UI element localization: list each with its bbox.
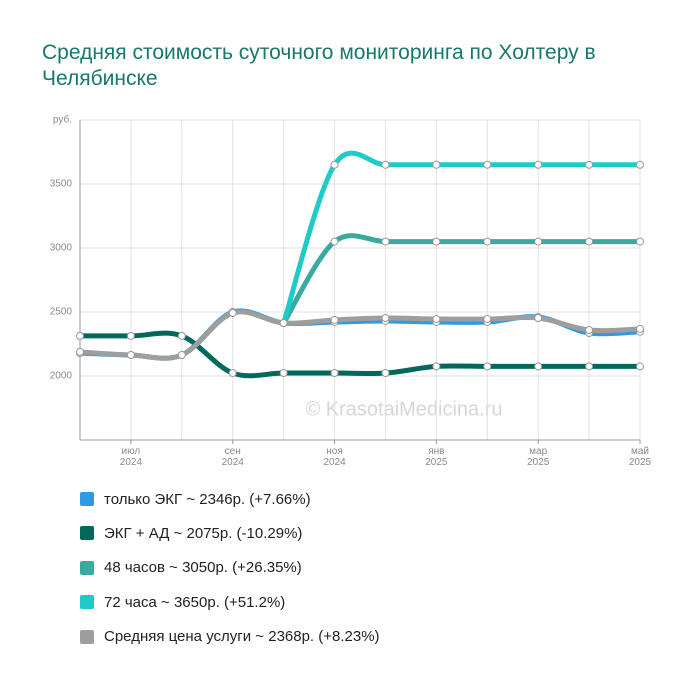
legend-swatch [80,526,94,541]
point [126,351,135,360]
grid [79,119,641,440]
legend-swatch [80,492,94,506]
point [483,315,492,324]
point [279,369,288,378]
legend-label: 48 часов ~ 3050р. (+26.35%) [104,559,302,577]
point [228,369,237,378]
point [483,160,492,169]
watermark: © KrasotaiMedicina.ru [305,398,502,420]
legend-item: только ЭКГ ~ 2346р. (+7.66%) [80,489,311,509]
point [534,160,543,169]
point [483,362,492,371]
point [585,362,594,371]
point [636,324,644,333]
point [636,362,644,371]
point [534,362,543,371]
y-tick-label: 2500 [50,307,73,318]
point [432,237,441,246]
x-tick-label: ноя 2024 [323,446,346,468]
series-line [77,330,643,379]
legend-label: ЭКГ + АД ~ 2075р. (-10.29%) [104,524,303,542]
point [76,347,84,356]
y-tick-label: 2000 [50,371,73,382]
point [177,351,186,360]
y-tick-label: 3500 [50,179,73,190]
x-tick-label: янв 2025 [425,446,448,468]
x-tick-label: май 2025 [628,446,652,468]
legend-swatch [80,629,94,644]
point [76,331,84,340]
legend-swatch [80,595,94,610]
legend-label: Средняя цена услуги ~ 2368р. (+8.23%) [104,628,380,646]
y-axis-label: руб. [53,114,72,126]
point [381,237,390,246]
x-tick-label: июл 2024 [119,446,143,468]
x-tick-label: мар 2025 [527,446,550,468]
point [381,160,390,169]
legend-item: 72 часа ~ 3650р. (+51.2%) [80,592,285,612]
point [432,315,441,324]
point [585,237,594,246]
series-line [281,150,643,326]
point [432,362,441,371]
point [381,369,390,378]
legend-item: 48 часов ~ 3050р. (+26.35%) [80,558,302,578]
point [330,160,339,169]
point [585,326,594,335]
point [534,237,543,246]
point [432,160,441,169]
point [126,331,135,340]
x-tick-label: сен 2024 [221,446,244,468]
point [534,314,543,323]
legend-item: ЭКГ + АД ~ 2075р. (-10.29%) [80,523,302,543]
point [177,331,186,340]
point [381,314,390,323]
chart-title: Средняя стоимость суточного мониторинга … [42,41,596,90]
point [330,369,339,378]
y-tick-label: 3000 [50,243,73,254]
point [330,315,339,324]
legend-item: Средняя цена услуги ~ 2368р. (+8.23%) [80,627,380,647]
point [279,319,288,328]
point [636,237,644,246]
legend-label: только ЭКГ ~ 2346р. (+7.66%) [104,490,311,508]
point [330,237,339,246]
legend-label: 72 часа ~ 3650р. (+51.2%) [104,593,286,611]
point [636,160,644,169]
point [483,237,492,246]
series-line [281,233,643,326]
legend-swatch [80,560,94,575]
point [228,309,237,318]
point [585,160,594,169]
